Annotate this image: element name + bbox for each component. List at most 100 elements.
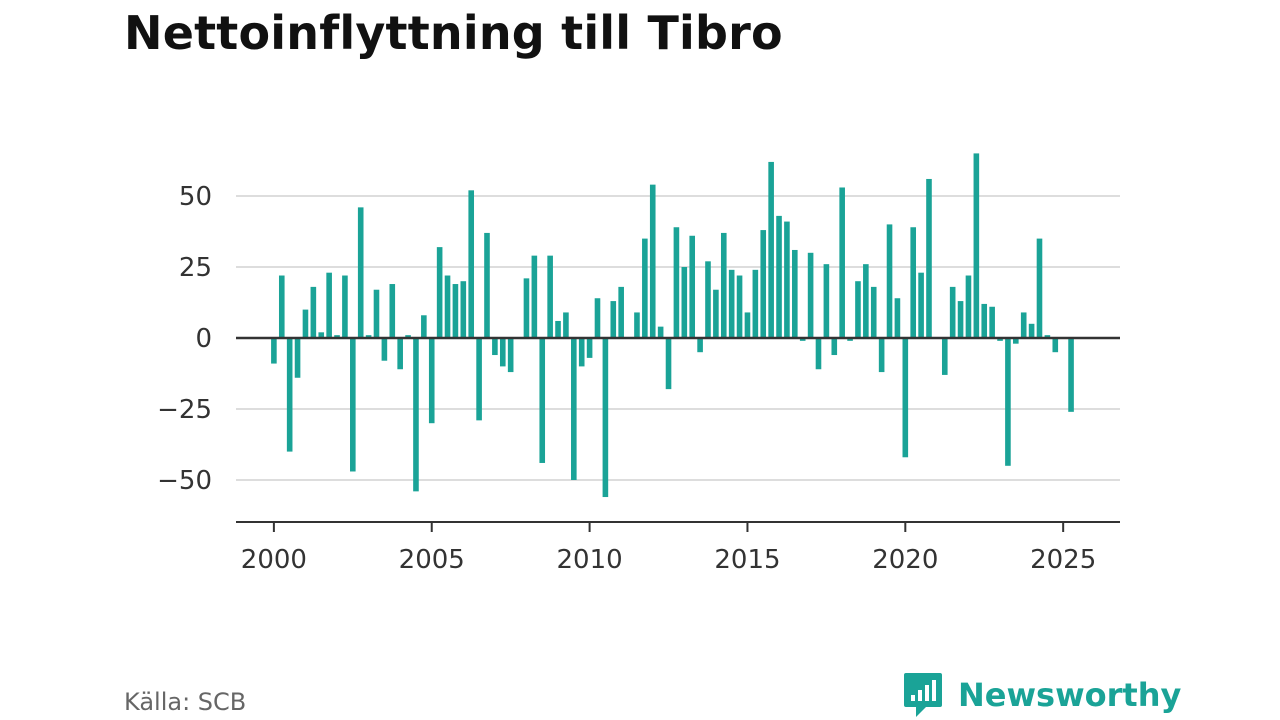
bar	[973, 153, 980, 338]
bar	[965, 275, 972, 338]
bar	[847, 338, 853, 341]
bar	[831, 338, 838, 356]
bar	[1068, 338, 1074, 412]
x-tick-label: 2000	[241, 545, 307, 575]
bar	[539, 338, 546, 463]
bar	[1052, 338, 1059, 353]
chart-title: Nettoinflyttning till Tibro	[124, 6, 783, 60]
x-tick-label: 2020	[872, 545, 938, 575]
brand-name: Newsworthy	[958, 676, 1182, 714]
bar	[1013, 338, 1019, 344]
bar	[776, 215, 782, 338]
y-tick-label: −25	[157, 395, 212, 425]
bar	[571, 338, 577, 480]
bar	[365, 335, 372, 338]
bar	[586, 338, 593, 358]
bar	[799, 338, 806, 341]
bar	[642, 238, 648, 338]
bar	[452, 284, 459, 338]
bar	[523, 278, 530, 338]
bar	[278, 275, 285, 338]
bar	[318, 332, 325, 338]
bar	[760, 230, 767, 338]
bar	[634, 312, 640, 338]
bar	[839, 187, 845, 338]
bar	[563, 312, 569, 338]
bar	[342, 275, 348, 338]
bar	[405, 335, 411, 338]
bar	[878, 338, 885, 373]
bar	[421, 315, 427, 338]
bar	[334, 335, 340, 338]
bar	[468, 190, 475, 338]
bar	[886, 224, 893, 338]
bar	[578, 338, 585, 367]
bar	[744, 312, 751, 338]
bar	[792, 249, 798, 338]
bar	[357, 207, 364, 338]
y-tick-label: −50	[157, 466, 212, 496]
bar	[673, 227, 680, 338]
bar	[1005, 338, 1011, 466]
bar	[294, 338, 301, 378]
bar	[602, 338, 609, 498]
bar	[713, 289, 719, 338]
bar	[957, 301, 964, 338]
bar	[997, 338, 1003, 341]
bar	[918, 272, 924, 338]
bar	[444, 275, 451, 338]
bar	[989, 306, 995, 338]
bar	[286, 338, 293, 452]
bar	[381, 338, 388, 361]
bar	[436, 247, 443, 338]
bar	[815, 338, 822, 370]
bar-chart-speech-bubble-icon	[904, 673, 942, 717]
y-axis-ticks: 50 25 0 −25 −50	[157, 182, 212, 496]
bar	[855, 281, 861, 338]
bar	[752, 269, 759, 338]
bar	[949, 286, 956, 338]
bar	[555, 320, 561, 338]
bar	[1036, 238, 1043, 338]
bar	[720, 232, 727, 338]
bar	[271, 338, 277, 364]
bar	[326, 272, 332, 338]
bar	[428, 338, 435, 424]
bar	[910, 227, 917, 338]
source-note: Källa: SCB	[124, 688, 247, 716]
bar	[870, 286, 877, 338]
bar	[689, 235, 696, 338]
bar	[902, 338, 909, 458]
bar	[807, 252, 814, 338]
bar	[492, 338, 498, 356]
bar	[531, 255, 538, 338]
bar	[1044, 335, 1051, 338]
bar	[1020, 312, 1027, 338]
bar	[926, 178, 932, 338]
bar	[657, 326, 664, 338]
bar	[697, 338, 703, 353]
bar	[768, 161, 774, 338]
bars	[271, 153, 1074, 498]
bar	[736, 275, 743, 338]
bar	[981, 303, 988, 338]
x-tick-label: 2005	[399, 545, 465, 575]
x-tick-label: 2010	[557, 545, 623, 575]
bar	[705, 261, 711, 338]
bar	[460, 281, 467, 338]
bar	[649, 184, 656, 338]
bar	[728, 269, 735, 338]
bar	[397, 338, 403, 370]
bar	[610, 301, 617, 338]
bar	[499, 338, 506, 367]
bar	[302, 309, 309, 338]
bar	[863, 264, 869, 338]
bar	[784, 221, 790, 338]
y-tick-label: 0	[195, 324, 212, 354]
bar	[413, 338, 419, 492]
bar	[547, 255, 553, 338]
bar	[823, 264, 830, 338]
brand-logo[interactable]: Newsworthy	[902, 670, 1181, 720]
bar	[941, 338, 948, 375]
x-tick-label: 2015	[714, 545, 780, 575]
